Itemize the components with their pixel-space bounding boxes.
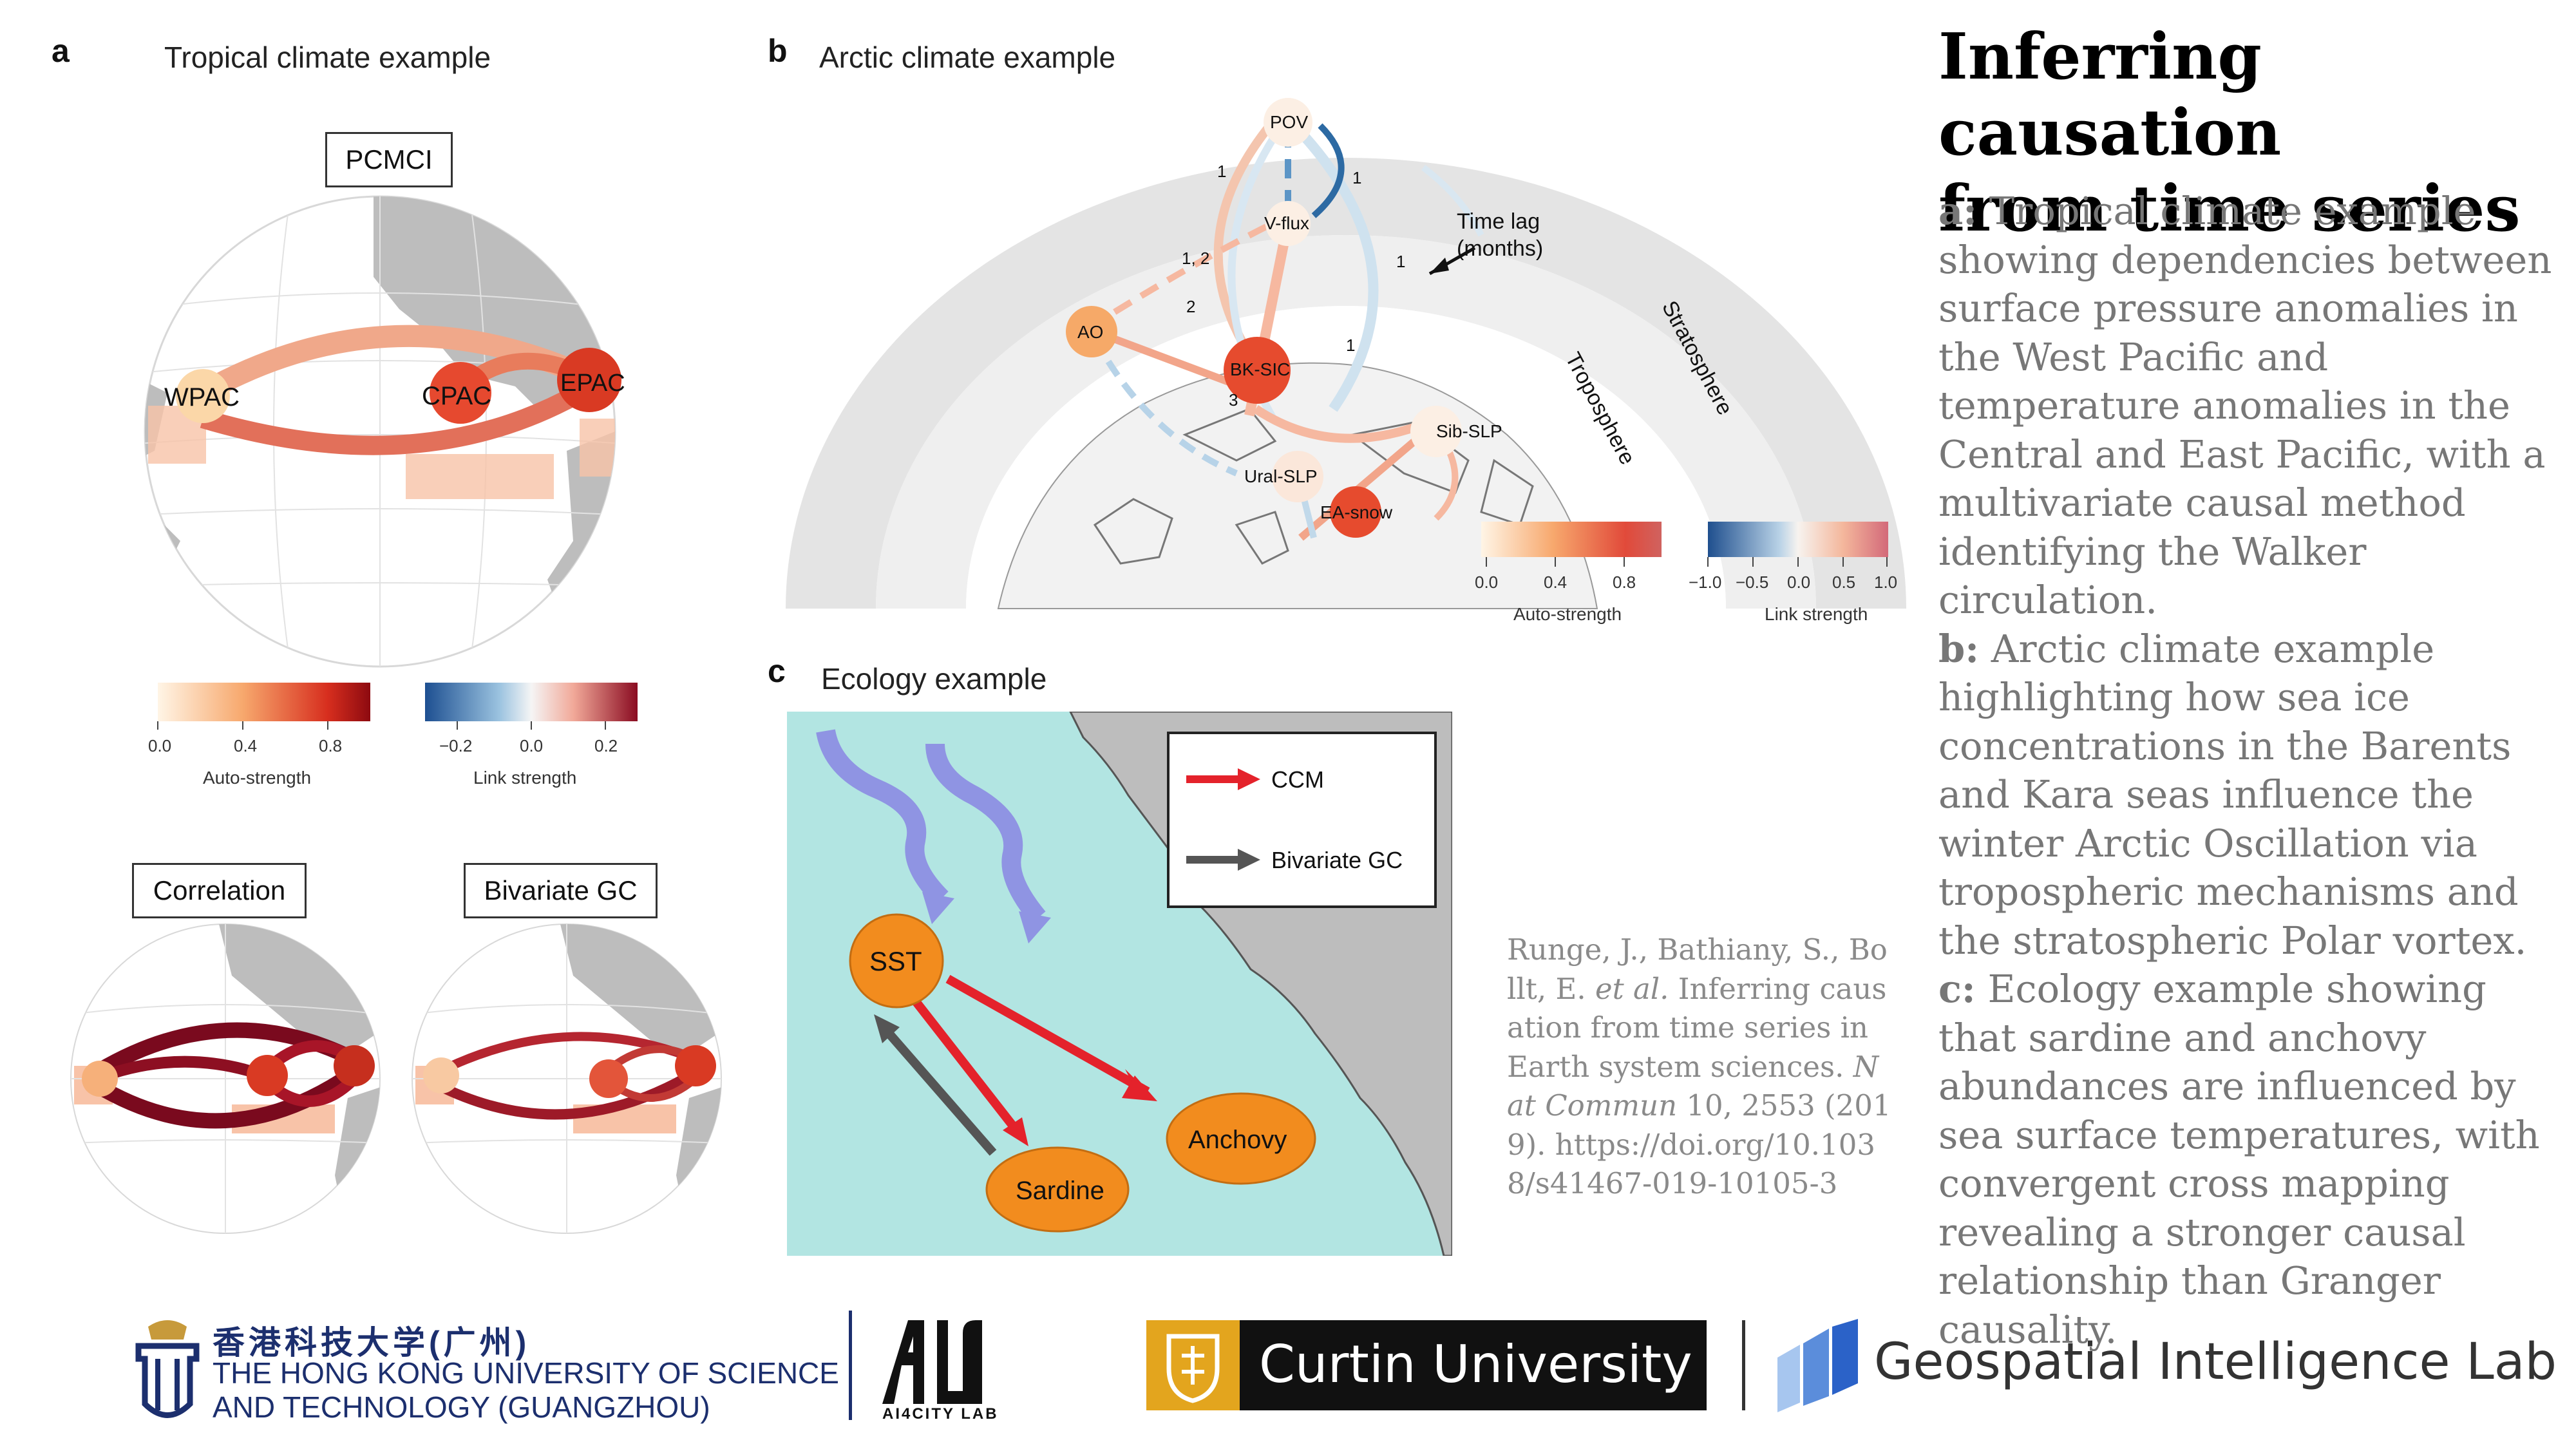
a-link-tick-2: 0.2 — [594, 736, 618, 755]
node-sst: SST — [869, 946, 922, 976]
figure-description: a: Tropical climate example showing depe… — [1938, 187, 2570, 1354]
lag-label-5: 1 — [1346, 336, 1355, 355]
panel-a-title: Tropical climate example — [164, 41, 491, 74]
time-lag-line1: Time lag — [1457, 209, 1540, 234]
title-line-1: Inferring causation — [1938, 20, 2282, 170]
b-link-tick-0: −1.0 — [1689, 573, 1721, 592]
node-easnow: EA-snow — [1320, 502, 1393, 522]
correlation-label: Correlation — [132, 863, 307, 918]
gil-logo-mark — [1777, 1319, 1858, 1412]
gil-name: Geospatial Intelligence Lab — [1874, 1333, 2557, 1391]
tropical-globe-correlation — [70, 923, 381, 1234]
citation: Runge, J., Bathiany, S., Bollt, E. et al… — [1507, 931, 1893, 1204]
panel-a-letter: a — [52, 33, 70, 69]
b-auto-tick-0: 0.0 — [1475, 573, 1498, 592]
node-bksic: BK-SIC — [1230, 359, 1290, 379]
ai4city-label: AI4CITY LAB — [882, 1405, 999, 1423]
citation-authors: Runge, J., Bathiany, S., Bollt, E. — [1507, 933, 1888, 1006]
curtin-name: Curtin University — [1259, 1334, 1692, 1394]
panel-c-title: Ecology example — [821, 662, 1047, 696]
desc-a-label: a: — [1938, 189, 1978, 233]
desc-b-text: Arctic climate example highlighting how … — [1938, 626, 2527, 963]
hkust-emblem — [135, 1320, 200, 1418]
legend-ccm: CCM — [1271, 766, 1324, 793]
node-anchovy: Anchovy — [1188, 1126, 1287, 1154]
b-auto-tick-1: 0.4 — [1544, 573, 1567, 592]
bivariate-gc-label: Bivariate GC — [464, 863, 658, 918]
b-auto-label: Auto-strength — [1513, 604, 1622, 624]
lag-label-1: 1 — [1217, 162, 1226, 181]
hkust-name-en-1: THE HONG KONG UNIVERSITY OF SCIENCE — [213, 1356, 839, 1390]
desc-b-label: b: — [1938, 626, 1980, 671]
panel-b-colorbars: 0.0 0.4 0.8 Auto-strength −1.0 −0.5 0.0 … — [1475, 522, 1897, 624]
hkust-name-cn: 香港科技大学(广州) — [213, 1325, 531, 1361]
desc-c-label: c: — [1938, 967, 1976, 1011]
tropical-globe-main: WPAC CPAC EPAC — [144, 195, 625, 668]
logo-divider-2 — [1742, 1320, 1745, 1410]
lag-label-6: 1 — [1396, 252, 1405, 271]
a-auto-label: Auto-strength — [203, 768, 311, 788]
panel-c-letter: c — [768, 653, 786, 689]
page-title: Inferring causation from time series — [1938, 19, 2576, 247]
citation-journal: Nat Commun — [1507, 1049, 1879, 1123]
node-wpac: WPAC — [164, 383, 240, 412]
b-link-tick-2: 0.0 — [1787, 573, 1810, 592]
a-link-tick-0: −0.2 — [439, 736, 472, 755]
b-link-tick-1: −0.5 — [1736, 573, 1768, 592]
ai4city-logo-mark — [882, 1320, 982, 1404]
lag-label-7: 3 — [1229, 390, 1238, 410]
time-lag-line2: (months) — [1457, 236, 1543, 261]
node-sardine: Sardine — [1016, 1177, 1104, 1205]
pcmci-label: PCMCI — [325, 132, 453, 187]
b-auto-tick-2: 0.8 — [1613, 573, 1636, 592]
curtin-logo: Curtin University — [1146, 1320, 1707, 1410]
a-link-label: Link strength — [473, 768, 576, 788]
node-sibslp: Sib-SLP — [1436, 421, 1502, 441]
b-link-label: Link strength — [1765, 604, 1868, 624]
lag-label-2: 1 — [1352, 168, 1361, 187]
a-auto-tick-0: 0.0 — [148, 736, 171, 755]
logo-divider-1 — [849, 1311, 852, 1420]
b-link-tick-3: 0.5 — [1832, 573, 1855, 592]
desc-a-text: Tropical climate example showing depende… — [1938, 189, 2552, 622]
curtin-crest-icon — [1166, 1334, 1220, 1403]
node-epac: EPAC — [560, 370, 625, 397]
ecology-diagram: CCM Bivariate GC SST Sardine Anchovy — [787, 712, 1452, 1256]
node-ao: AO — [1077, 322, 1103, 342]
citation-title: Inferring causation from time series in … — [1507, 971, 1887, 1084]
a-auto-tick-2: 0.8 — [319, 736, 342, 755]
lag-label-4: 2 — [1186, 297, 1195, 316]
a-link-tick-1: 0.0 — [520, 736, 543, 755]
citation-doi: 10, 2553 (2019). https://doi.org/10.1038… — [1507, 1088, 1891, 1200]
desc-c-text: Ecology example showing that sardine and… — [1938, 967, 2540, 1352]
lag-label-3: 1, 2 — [1182, 249, 1209, 268]
curtin-crest — [1146, 1320, 1240, 1410]
a-auto-tick-1: 0.4 — [234, 736, 257, 755]
citation-etal: et al. — [1595, 971, 1669, 1006]
panel-b-letter: b — [768, 33, 788, 69]
panel-a-colorbars: 0.0 0.4 0.8 Auto-strength −0.2 0.0 0.2 L… — [148, 683, 638, 788]
panel-b-title: Arctic climate example — [819, 41, 1116, 74]
b-link-tick-4: 1.0 — [1874, 573, 1897, 592]
node-vflux: V-flux — [1264, 213, 1309, 233]
node-pov: POV — [1270, 112, 1308, 132]
node-uralslp: Ural-SLP — [1244, 466, 1318, 486]
hkust-name-en-2: AND TECHNOLOGY (GUANGZHOU) — [213, 1390, 710, 1424]
node-cpac: CPAC — [422, 382, 491, 410]
tropical-globe-gc — [412, 923, 722, 1234]
title-line-2: from time series — [1938, 172, 2521, 246]
legend-gc: Bivariate GC — [1271, 847, 1403, 873]
